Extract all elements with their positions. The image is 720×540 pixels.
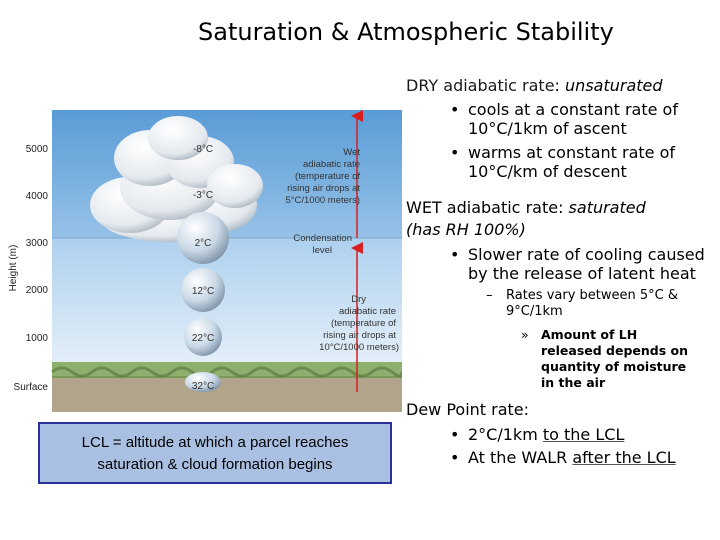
- parcel-bubble: [181, 268, 225, 312]
- y-axis-label: Height (m): [8, 245, 19, 292]
- wet-bullet-1: • Slower rate of cooling caused by the r…: [450, 245, 705, 283]
- temp-label: 2°C: [195, 238, 212, 249]
- bullet-dot-icon: •: [450, 245, 460, 264]
- wet-label-line: 5°C/1000 meters): [285, 195, 360, 206]
- cloud: [90, 116, 263, 242]
- parcel-bubble: [177, 212, 229, 264]
- height-tick-2000: 2000: [26, 285, 49, 296]
- temp-label: -3°C: [193, 190, 213, 201]
- wet-heading: WET adiabatic rate: saturated (has RH 10…: [406, 198, 646, 239]
- wet-label-line: (temperature of: [295, 171, 360, 182]
- temp-label: 12°C: [192, 286, 214, 297]
- temp-label: -8°C: [193, 144, 213, 155]
- dry-bullet-2: • warms at constant rate of 10°C/km of d…: [450, 143, 676, 181]
- dash-icon: –: [486, 288, 493, 303]
- dry-label-line: (temperature of: [331, 318, 396, 329]
- to-lcl-text: to the LCL: [542, 425, 625, 444]
- dry-bullet-1: • cools at a constant rate of 10°C/1km o…: [450, 100, 678, 138]
- lcl-line-2: saturation & cloud formation begins: [97, 456, 333, 473]
- bullet-dot-icon: •: [450, 448, 460, 467]
- temp-label: 32°C: [192, 381, 214, 392]
- bullet-dot-icon: •: [450, 425, 460, 444]
- dry-label-line: 10°C/1000 meters): [319, 342, 399, 353]
- wet-label-line: Wet: [343, 147, 360, 158]
- height-tick-4000: 4000: [26, 191, 49, 202]
- dry-state: unsaturated: [565, 76, 663, 95]
- wet-label-line: rising air drops at: [287, 183, 360, 194]
- dry-label-line: rising air drops at: [323, 330, 396, 341]
- bullet-dot-icon: •: [450, 143, 460, 162]
- chevron-right-icon: »: [521, 327, 529, 342]
- height-tick-5000: 5000: [26, 144, 49, 155]
- dew-bullet-1: • 2°C/1km to the LCL: [450, 425, 625, 444]
- dry-label: DRY adiabatic rate: [406, 76, 555, 95]
- wet-subsubbullet: » Amount of LH released depends on quant…: [521, 327, 689, 390]
- diagram-svg: 5000 4000 3000 2000 1000 Surface Height …: [8, 110, 402, 412]
- temp-label: 22°C: [192, 333, 214, 344]
- dry-label-line: adiabatic rate: [339, 306, 396, 317]
- height-tick-surface: Surface: [14, 382, 49, 393]
- bullet-dot-icon: •: [450, 100, 460, 119]
- page-title: Saturation & Atmospheric Stability: [198, 18, 614, 46]
- dew-heading: Dew Point rate:: [406, 400, 530, 419]
- wet-rh: (has RH 100%): [406, 220, 526, 239]
- lcl-line-1: LCL = altitude at which a parcel reaches: [81, 434, 349, 451]
- wet-subbullet: – Rates vary between 5°C & 9°C/1km: [486, 288, 679, 319]
- dew-bullet-2: • At the WALR after the LCL: [450, 448, 676, 467]
- adiabatic-diagram: 5000 4000 3000 2000 1000 Surface Height …: [0, 110, 402, 412]
- condensation-label: level: [312, 245, 332, 256]
- condensation-label: Condensation: [293, 233, 352, 244]
- wet-label-line: adiabatic rate: [303, 159, 360, 170]
- parcel-bubble: [184, 318, 222, 356]
- wet-state: saturated: [568, 198, 646, 217]
- height-tick-1000: 1000: [26, 333, 49, 344]
- after-lcl-text: after the LCL: [572, 448, 676, 467]
- lcl-definition-box: LCL = altitude at which a parcel reaches…: [38, 422, 392, 484]
- wet-label: WET adiabatic rate: [406, 198, 559, 217]
- dry-label-line: Dry: [351, 294, 366, 305]
- parcel-bubble: [185, 372, 221, 392]
- dry-heading: DRY adiabatic rate: unsaturated: [406, 76, 663, 95]
- height-tick-3000: 3000: [26, 238, 49, 249]
